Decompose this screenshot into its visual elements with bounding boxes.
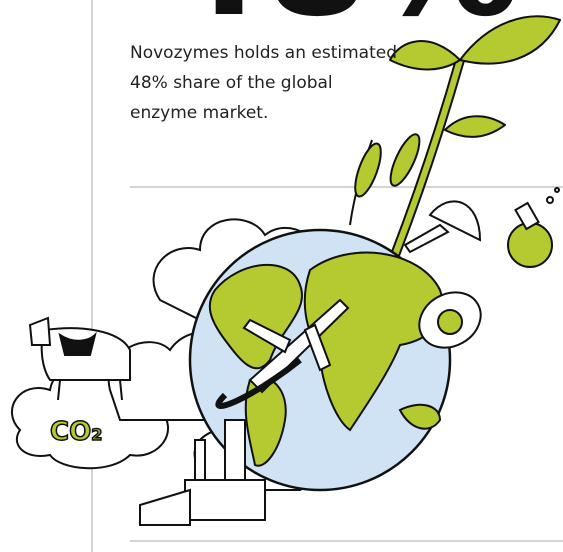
flask — [507, 187, 560, 268]
mushroom — [403, 200, 482, 254]
co2-sub: 2 — [91, 425, 102, 444]
headline: 48% — [160, 0, 519, 50]
cow — [28, 316, 131, 401]
cell — [418, 291, 482, 349]
factory — [139, 419, 266, 526]
plant — [349, 15, 561, 257]
co2-label: CO2 — [50, 417, 102, 447]
airplane — [215, 298, 350, 409]
body-text: Novozymes holds an estimated 48% share o… — [130, 43, 397, 123]
co2-main: CO — [50, 417, 91, 447]
